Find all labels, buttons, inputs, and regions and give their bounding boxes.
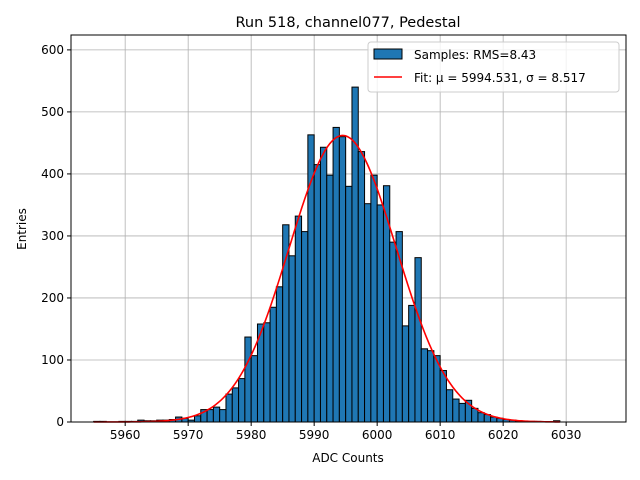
histogram-bar <box>231 387 240 423</box>
histogram-bar <box>351 86 359 423</box>
histogram-bar <box>244 336 252 423</box>
histogram-bar <box>301 231 309 423</box>
histogram-bar <box>319 146 328 423</box>
histogram-bar <box>288 255 296 423</box>
histogram-bar <box>458 402 466 423</box>
x-tick-label: 5990 <box>299 428 330 442</box>
histogram-bar <box>427 350 435 423</box>
histogram-bar <box>338 136 347 423</box>
histogram-bar <box>382 185 391 423</box>
histogram-bar <box>282 224 290 423</box>
y-tick-label: 200 <box>41 291 64 305</box>
y-tick-label: 100 <box>41 353 64 367</box>
chart-title: Run 518, channel077, Pedestal <box>235 15 460 31</box>
histogram-bar <box>326 174 334 423</box>
histogram-bar <box>401 325 410 423</box>
y-tick-label: 600 <box>41 43 64 57</box>
histogram-bar <box>370 174 378 423</box>
histogram-bar <box>263 322 271 423</box>
legend: Samples: RMS=8.43 Fit: μ = 5994.531, σ =… <box>367 41 620 93</box>
histogram-bar <box>212 406 221 423</box>
plot-frame <box>70 34 627 423</box>
x-tick-label: 5970 <box>173 428 204 442</box>
histogram-bar <box>294 215 303 423</box>
y-tick-label: 500 <box>41 105 64 119</box>
y-axis: 0 100 200 300 400 500 600 <box>41 43 71 429</box>
histogram-bar <box>275 286 284 423</box>
y-axis-label: Entries <box>15 208 29 250</box>
histogram-bar <box>420 348 429 423</box>
histogram-bar <box>193 415 202 423</box>
fit-curve <box>93 134 560 423</box>
y-tick-label: 0 <box>56 415 64 429</box>
histogram-bar <box>269 306 277 423</box>
histogram-bar <box>238 378 246 423</box>
x-tick-label: 6010 <box>425 428 456 442</box>
x-tick-label: 6000 <box>362 428 393 442</box>
histogram-bar <box>250 355 258 423</box>
x-tick-label: 5960 <box>110 428 141 442</box>
histogram-bar <box>307 134 315 423</box>
histogram-bar <box>452 398 460 423</box>
histogram-bar <box>439 370 447 423</box>
histogram-bar <box>332 126 340 423</box>
legend-label-fit: Fit: μ = 5994.531, σ = 8.517 <box>414 71 586 85</box>
legend-label-samples: Samples: RMS=8.43 <box>414 48 536 62</box>
y-tick-label: 300 <box>41 229 64 243</box>
legend-patch-samples <box>373 48 403 60</box>
histogram-bar <box>408 304 416 423</box>
histogram-bar <box>345 185 353 423</box>
y-tick-label: 400 <box>41 167 64 181</box>
histogram-bar <box>364 203 372 423</box>
x-tick-label: 5980 <box>236 428 267 442</box>
x-tick-label: 6030 <box>551 428 582 442</box>
legend-box <box>367 41 620 93</box>
histogram-bar <box>395 231 403 423</box>
histogram-bar <box>445 389 454 423</box>
histogram-bar <box>357 151 366 423</box>
x-tick-label: 6020 <box>488 428 519 442</box>
bars <box>93 86 561 423</box>
histogram-bar <box>477 412 485 423</box>
x-axis-label: ADC Counts <box>312 451 384 465</box>
x-axis: 5960 5970 5980 5990 6000 6010 6020 6030 <box>110 422 582 442</box>
histogram-bar <box>376 204 384 423</box>
histogram-bar <box>206 409 214 423</box>
histogram-bar <box>389 241 397 423</box>
histogram-bar <box>414 257 422 423</box>
histogram-bar <box>219 409 227 423</box>
histogram-bar <box>313 164 321 423</box>
histogram-bar <box>225 393 233 423</box>
